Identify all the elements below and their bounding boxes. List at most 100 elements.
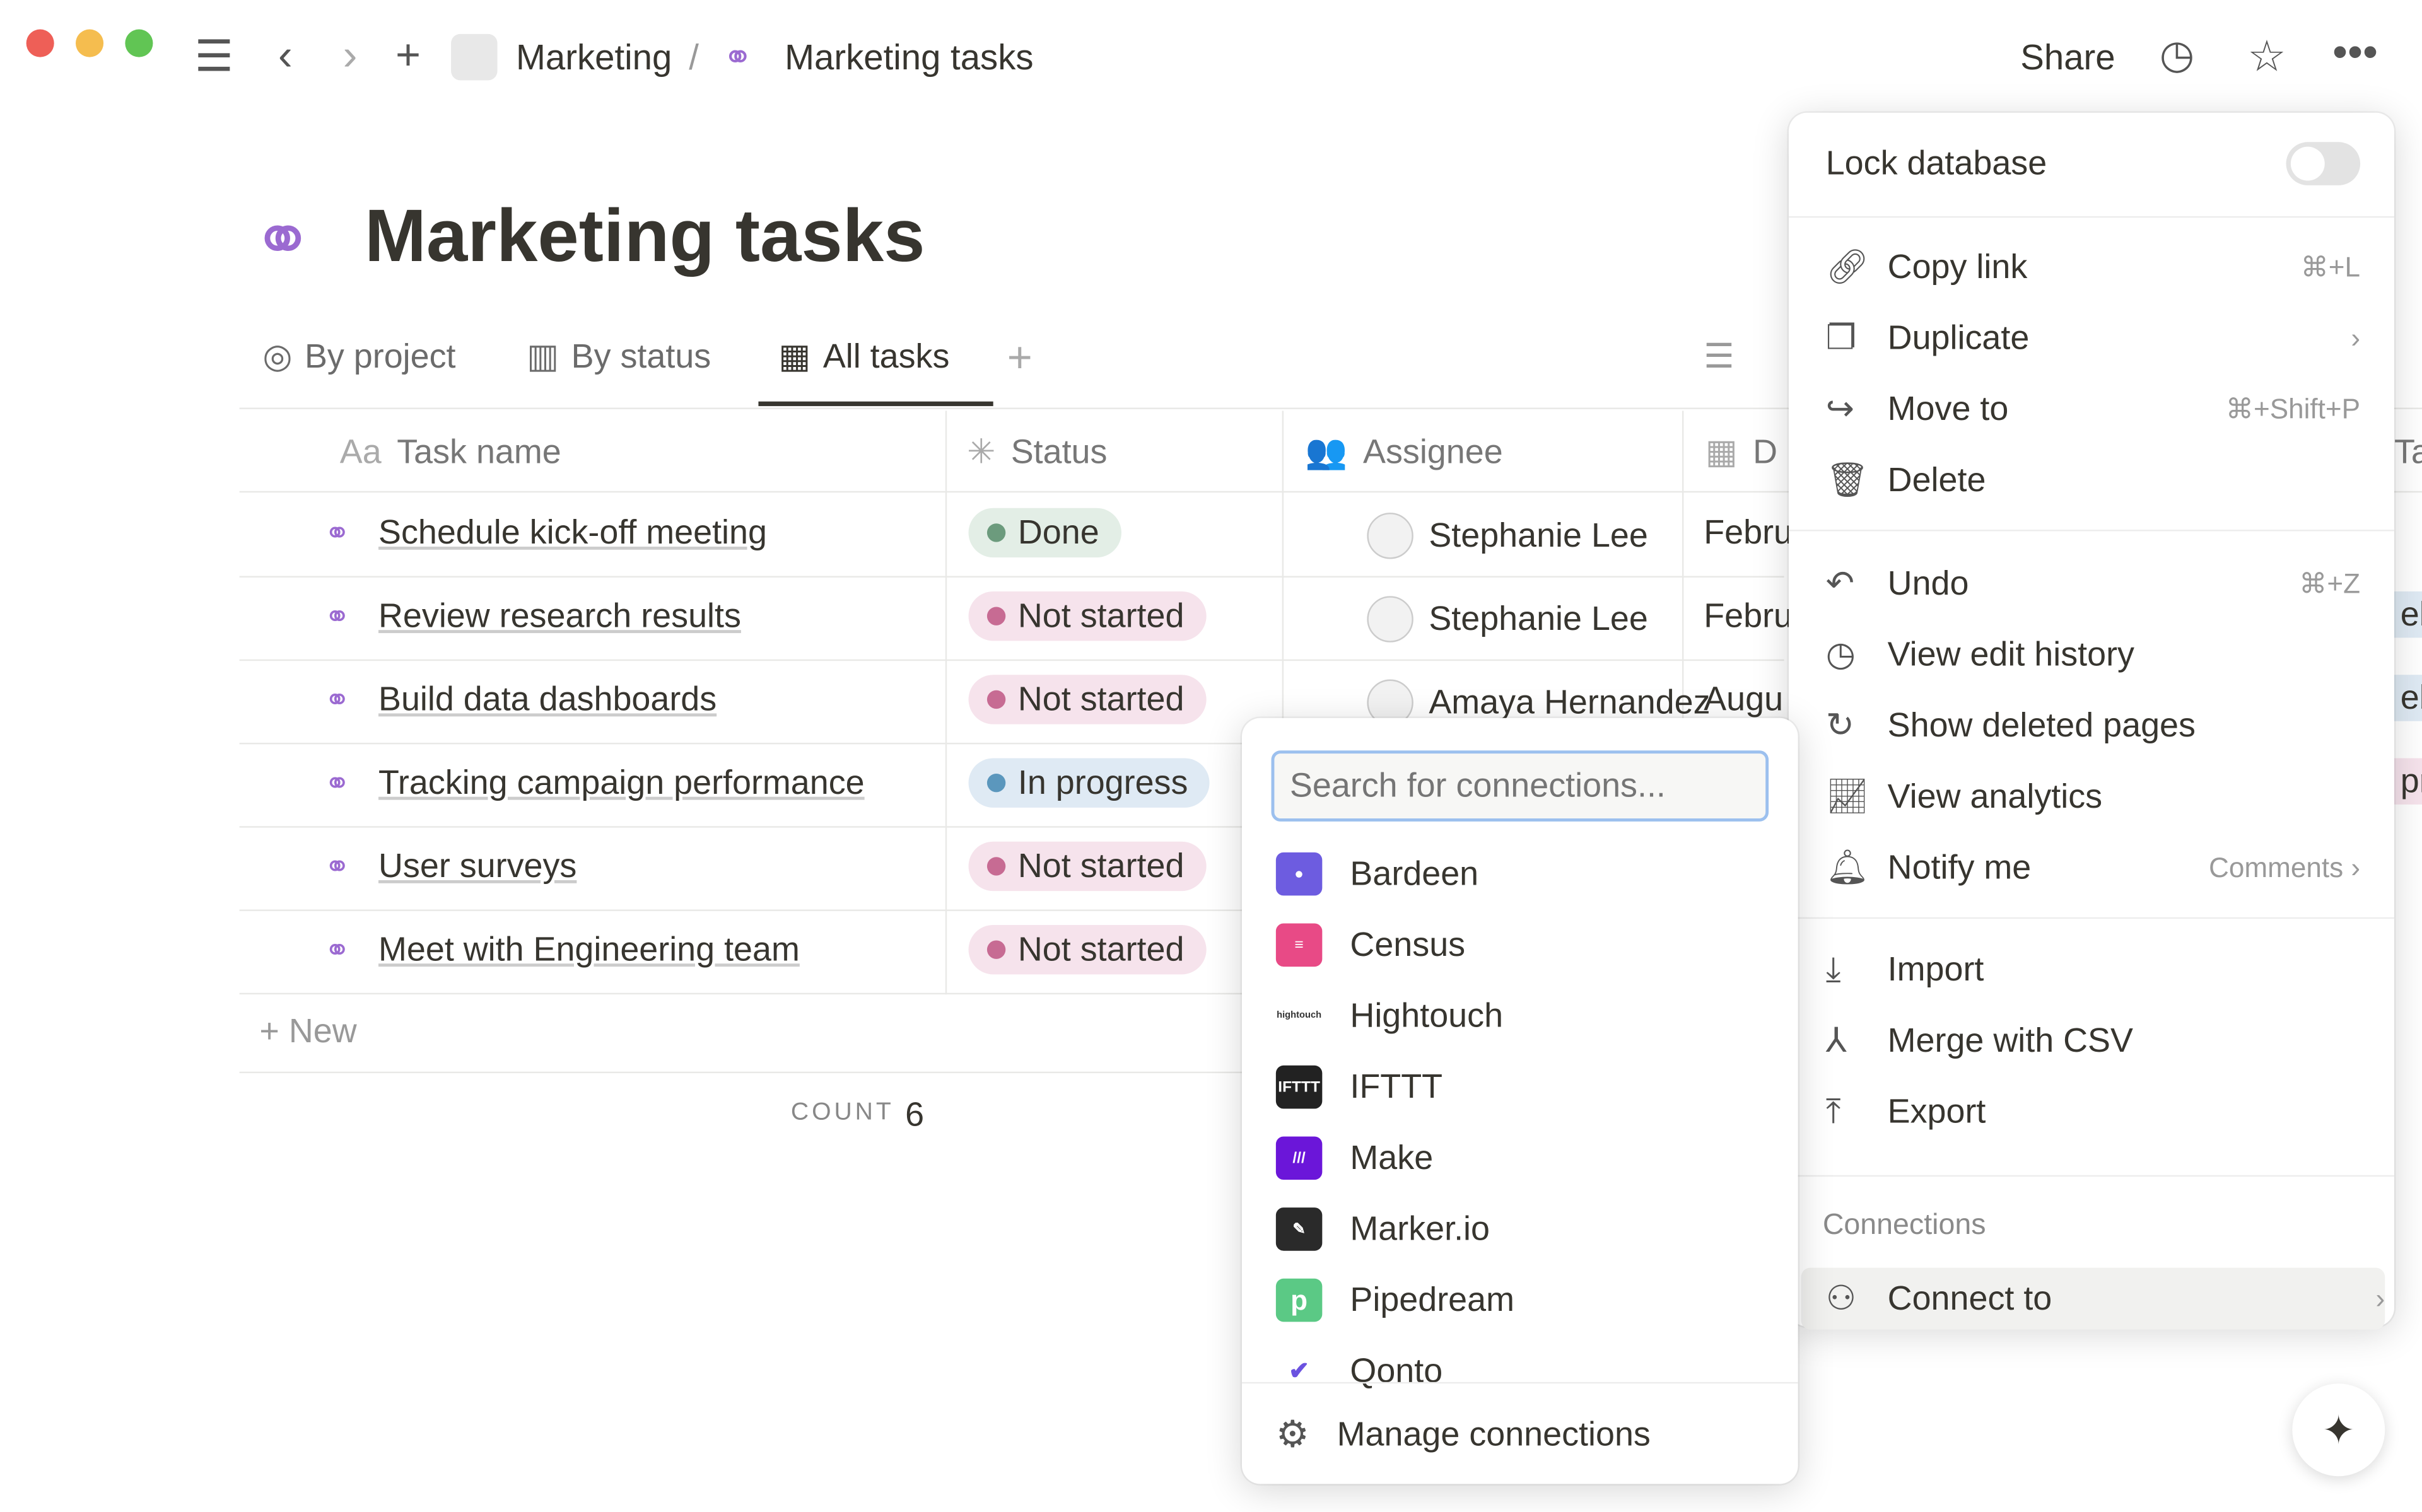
status-badge[interactable]: Not started (968, 841, 1206, 892)
plus-icon[interactable]: + (395, 30, 421, 79)
task-name[interactable]: Meet with Engineering team (378, 929, 800, 968)
status-badge[interactable]: Not started (968, 675, 1206, 724)
more-icon[interactable]: ••• (2332, 28, 2378, 76)
close-window-button[interactable] (26, 29, 54, 57)
menu-item-notify-me[interactable]: 🔔︎ Notify me Comments › (1826, 837, 2360, 898)
bell-icon: 🔔︎ (1825, 847, 1869, 887)
status-badge[interactable]: Not started (968, 591, 1206, 641)
minimize-window-button[interactable] (76, 29, 104, 57)
calendar-icon: ▦ (1705, 432, 1738, 471)
connection-pipedream[interactable]: p Pipedream (1275, 1269, 1514, 1331)
maximize-window-button[interactable] (125, 29, 153, 57)
share-button[interactable]: Share (2020, 37, 2115, 78)
add-view-icon[interactable]: + (1007, 333, 1033, 381)
connection-hightouch[interactable]: hightouch Hightouch (1275, 985, 1503, 1047)
table-row[interactable]: ⚭ Tracking campaign performance In progr… (239, 743, 2422, 828)
binoculars-icon: ⚭ (324, 934, 351, 968)
menu-item-export[interactable]: ⤒ Export (1826, 1081, 2360, 1143)
assignee-name: Stephanie Lee (1429, 515, 1648, 555)
connect-to-item[interactable]: ⚇ Connect to › (1801, 1267, 2385, 1330)
table-row[interactable]: ⚭ User surveys Not started (239, 826, 1784, 911)
column-tags[interactable]: Ta (2394, 433, 2422, 473)
star-icon[interactable]: ☆ (2247, 32, 2286, 81)
assignee[interactable]: Stephanie Lee (1367, 513, 1648, 559)
back-icon[interactable]: ‹ (278, 30, 293, 79)
table-row[interactable]: ⚭ Meet with Engineering team Not started (239, 909, 1784, 995)
column-task-name[interactable]: Aa Task name (340, 433, 561, 473)
connection-name: Census (1350, 924, 1466, 964)
task-name[interactable]: Review research results (378, 596, 741, 635)
menu-item-view-analytics[interactable]: 📈︎ View analytics (1826, 766, 2360, 828)
column-label: Assignee (1363, 432, 1503, 471)
menu-label: Lock database (1825, 143, 2047, 182)
tab-by-status[interactable]: ▥ By status (527, 337, 711, 377)
task-name[interactable]: Tracking campaign performance (378, 762, 865, 802)
search-connections-input[interactable] (1271, 750, 1769, 822)
menu-item-undo[interactable]: ↶ Undo ⌘+Z (1826, 553, 2360, 615)
move-icon: ↪ (1825, 389, 1854, 428)
menu-item-view-edit-history[interactable]: ◷ View edit history (1826, 624, 2360, 685)
menu-item-duplicate[interactable]: ❐ Duplicate › (1826, 307, 2360, 369)
date-cell[interactable]: Augu (1704, 679, 1784, 718)
assignee[interactable]: Stephanie Lee (1367, 596, 1648, 643)
task-name[interactable]: Schedule kick-off meeting (378, 513, 767, 552)
column-label: Ta (2394, 432, 2422, 471)
column-date[interactable]: ▦ D (1705, 433, 1777, 473)
shortcut: ⌘+L (2300, 250, 2361, 282)
column-label: Status (1010, 432, 1108, 471)
task-name[interactable]: User surveys (378, 846, 577, 885)
table-icon: ▦ (778, 336, 811, 376)
menu-item-delete[interactable]: 🗑︎ Delete (1826, 450, 2360, 511)
table-row[interactable]: ⚭ Build data dashboards Not started Amay… (239, 660, 2422, 745)
tag-cell[interactable]: eb (2394, 675, 2422, 721)
date-cell[interactable]: Febru (1704, 596, 1793, 635)
menu-item-move-to[interactable]: ↪ Move to ⌘+Shift+P (1826, 378, 2360, 440)
connection-ifttt[interactable]: IFTTT IFTTT (1275, 1056, 1442, 1118)
ai-assistant-sparkle-icon[interactable]: ✦ (2292, 1383, 2385, 1477)
forward-icon[interactable]: › (342, 30, 358, 79)
binoculars-icon: ⚭ (324, 851, 351, 885)
connection-bardeen[interactable]: ● Bardeen (1275, 843, 1478, 905)
connection-census[interactable]: ≡ Census (1275, 914, 1466, 976)
menu-item-merge-with-csv[interactable]: ⅄ Merge with CSV (1826, 1010, 2360, 1072)
menu-icon[interactable]: ☰ (194, 32, 234, 81)
table-row[interactable]: ⚭ Review research results Not started St… (239, 576, 2422, 661)
menu-item-show-deleted-pages[interactable]: ↻ Show deleted pages (1826, 695, 2360, 757)
status-badge[interactable]: Not started (968, 924, 1206, 975)
table-row[interactable]: ⚭ Schedule kick-off meeting Done Stephan… (239, 492, 1793, 578)
breadcrumb-parent[interactable]: Marketing (515, 37, 672, 78)
history-icon[interactable]: ◷ (2159, 30, 2195, 78)
census-logo-icon: ≡ (1275, 923, 1323, 967)
new-row-button[interactable]: + New (259, 1011, 357, 1050)
pipedream-logo-icon: p (1275, 1278, 1323, 1322)
manage-connections-button[interactable]: ⚙ Manage connections (1276, 1404, 1651, 1465)
lock-database-item[interactable]: Lock database (1825, 133, 2361, 195)
import-icon: ⤓ (1825, 950, 1841, 989)
tab-by-project[interactable]: ◎ By project (262, 337, 455, 377)
tab-all-tasks[interactable]: ▦ All tasks (778, 337, 949, 377)
tag-cell[interactable]: pr (2394, 758, 2422, 805)
marketing-page-icon (451, 33, 498, 81)
duplicate-icon: ❐ (1825, 318, 1857, 357)
status-badge[interactable]: In progress (968, 758, 1210, 808)
binoculars-icon: ⚭ (324, 517, 351, 552)
date-cell[interactable]: Febru (1704, 513, 1793, 552)
filter-icon[interactable]: ☰ (1704, 336, 1735, 376)
connection-name: Qonto (1350, 1351, 1443, 1390)
menu-item-import[interactable]: ⤓ Import (1826, 939, 2360, 1001)
task-name[interactable]: Build data dashboards (378, 679, 717, 718)
lock-toggle[interactable] (2286, 142, 2361, 185)
breadcrumb-current[interactable]: Marketing tasks (785, 37, 1034, 78)
assignee[interactable]: Amaya Hernandez (1367, 679, 1711, 726)
tag-cell[interactable]: eb (2394, 591, 2422, 638)
menu-label: Merge with CSV (1887, 1020, 2133, 1060)
connection-markerio[interactable]: ✎ Marker.io (1275, 1198, 1490, 1260)
status-badge[interactable]: Done (968, 508, 1121, 558)
menu-item-copy-link[interactable]: 🔗︎ Copy link ⌘+L (1826, 236, 2360, 298)
connection-make[interactable]: /// Make (1275, 1127, 1433, 1189)
shortcut: › (2351, 322, 2361, 353)
column-status[interactable]: ✳ Status (967, 433, 1107, 473)
connection-qonto[interactable]: ✔ Qonto (1275, 1340, 1443, 1402)
divider (1788, 917, 2394, 919)
column-assignee[interactable]: 👥 Assignee (1305, 433, 1502, 473)
